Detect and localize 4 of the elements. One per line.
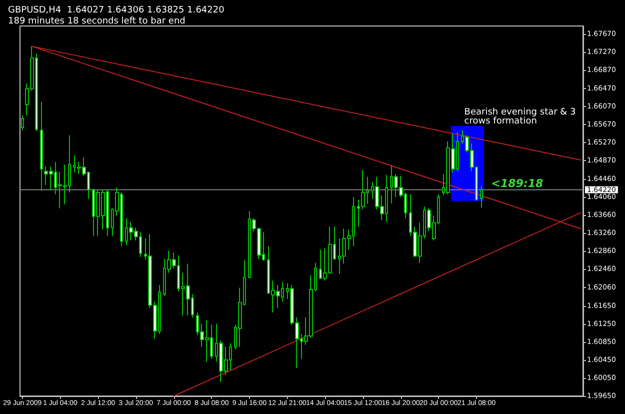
chart-title: GBPUSD,H4 1.64027 1.64306 1.63825 1.64220 — [8, 6, 225, 16]
chart-subtitle: 189 minutes 18 seconds left to bar end — [8, 16, 186, 26]
annotation: Bearish evening star & 3 crows formation — [464, 108, 579, 126]
annotation: <189:18 — [491, 176, 544, 190]
